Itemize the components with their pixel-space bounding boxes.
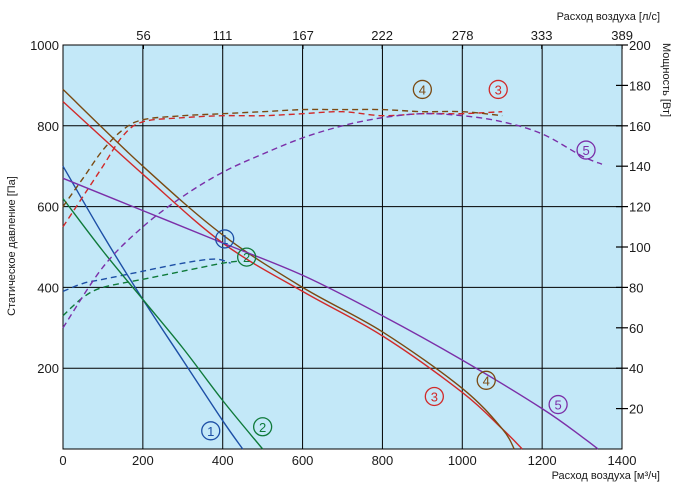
series-marker-label: 3 xyxy=(431,389,438,404)
series-marker-circle xyxy=(252,417,273,437)
grid xyxy=(63,44,628,449)
series-marker-label: 2 xyxy=(243,250,250,265)
series-marker-circle xyxy=(201,421,221,441)
x-tick-label: 1000 xyxy=(448,453,477,468)
y-right-tick-label: 100 xyxy=(629,240,651,255)
x-tick-label: 400 xyxy=(212,453,234,468)
x-top-tick-label: 56 xyxy=(136,28,150,43)
power-curve-5 xyxy=(62,112,603,329)
series-marker-label: 3 xyxy=(495,82,502,97)
y-axis-left-title: Статическое давление [Па] xyxy=(6,176,18,316)
y-right-tick-label: 140 xyxy=(629,159,651,174)
y-right-tick-label: 60 xyxy=(629,321,643,336)
power-curve-1 xyxy=(62,258,231,293)
pressure-curve-2 xyxy=(62,198,264,450)
y-right-tick-label: 80 xyxy=(629,280,643,295)
pressure-curve-3 xyxy=(62,101,523,450)
series-marker-circle xyxy=(424,386,444,407)
pressure-curve-5 xyxy=(62,177,599,450)
x-top-tick-label: 333 xyxy=(531,28,553,43)
series-marker-label: 5 xyxy=(582,143,589,158)
series-marker-circle xyxy=(576,140,596,160)
power-curve-4 xyxy=(62,108,503,208)
y-left-tick-label: 1000 xyxy=(30,38,59,53)
x-tick-label: 1400 xyxy=(608,453,637,468)
x-top-tick-label: 111 xyxy=(213,28,233,43)
y-axis-right-title: Мощность [Вт] xyxy=(660,43,672,117)
series-marker-4: 4 xyxy=(476,370,496,390)
series-marker-3: 3 xyxy=(488,79,508,100)
series-marker-circle xyxy=(476,370,496,390)
x-tick-label: 600 xyxy=(292,453,314,468)
y-right-tick-label: 160 xyxy=(629,119,651,134)
y-left-tick-label: 600 xyxy=(37,200,59,215)
series-marker-label: 5 xyxy=(554,398,561,413)
x-tick-label: 800 xyxy=(372,453,394,468)
y-right-tick-label: 120 xyxy=(629,200,651,215)
series-marker-circle xyxy=(412,79,433,100)
x-top-tick-label: 222 xyxy=(371,28,393,43)
pressure-curve-4 xyxy=(62,88,515,450)
series-marker-3: 3 xyxy=(424,386,444,407)
y-left-tick-label: 200 xyxy=(37,361,59,376)
y-right-tick-label: 180 xyxy=(629,78,651,93)
series-marker-label: 2 xyxy=(259,420,266,435)
series-marker-2: 2 xyxy=(252,417,273,437)
series-marker-circle xyxy=(548,394,568,415)
series-marker-label: 4 xyxy=(483,373,490,388)
curves xyxy=(62,88,603,450)
series-marker-2: 2 xyxy=(237,247,257,267)
y-right-tick-label: 200 xyxy=(629,38,651,53)
x-axis-top-title: Расход воздуха [л/с] xyxy=(557,11,660,23)
power-curve-2 xyxy=(62,260,239,317)
x-tick-label: 0 xyxy=(59,453,66,468)
series-marker-label: 1 xyxy=(207,424,214,439)
series-marker-label: 4 xyxy=(419,82,426,97)
series-marker-circle xyxy=(488,79,508,100)
plot-background xyxy=(62,44,623,450)
series-marker-1: 1 xyxy=(215,229,235,249)
x-top-tick-label: 167 xyxy=(292,28,314,43)
x-top-tick-label: 389 xyxy=(611,28,633,43)
y-right-tick-label: 20 xyxy=(629,402,643,417)
series-marker-1: 1 xyxy=(201,421,221,441)
x-tick-label: 1200 xyxy=(528,453,557,468)
series-marker-circle xyxy=(215,229,235,249)
x-top-tick-label: 278 xyxy=(452,28,474,43)
x-axis-bottom-title: Расход воздуха [м³/ч] xyxy=(552,470,660,482)
series-marker-label: 1 xyxy=(221,232,228,247)
series-marker-5: 5 xyxy=(576,140,596,160)
pressure-curve-1 xyxy=(62,165,244,450)
y-left-tick-label: 400 xyxy=(37,280,59,295)
x-tick-label: 200 xyxy=(132,453,154,468)
y-left-tick-label: 800 xyxy=(37,119,59,134)
series-marker-5: 5 xyxy=(548,394,568,415)
series-marker-4: 4 xyxy=(412,79,433,100)
series-marker-circle xyxy=(237,247,257,267)
y-right-tick-label: 40 xyxy=(629,361,643,376)
